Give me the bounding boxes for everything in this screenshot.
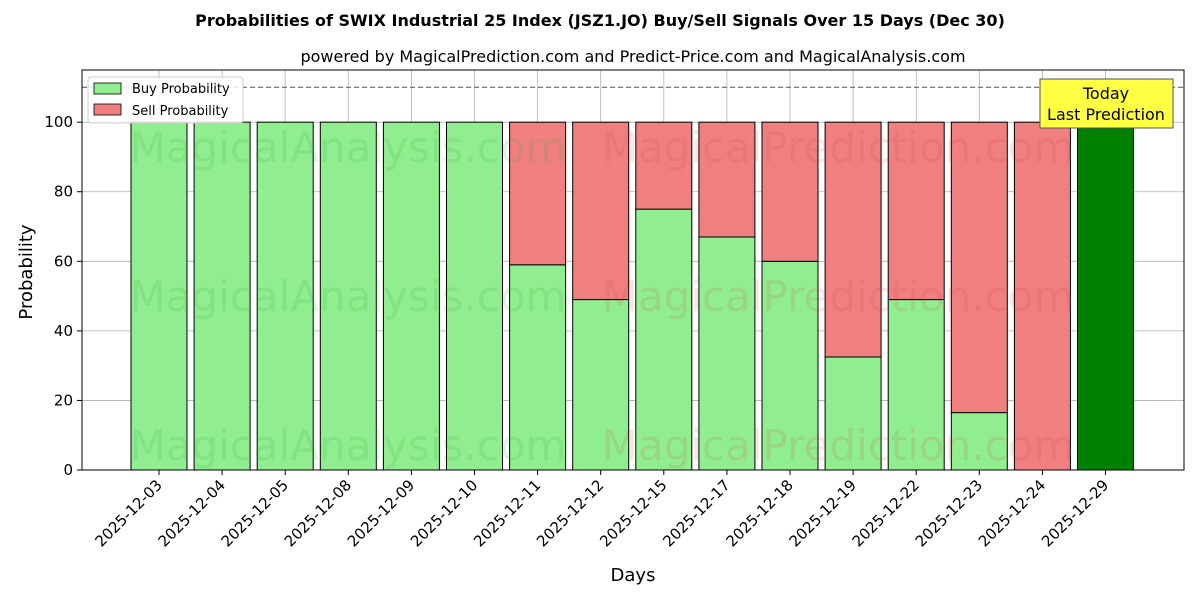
watermark-right: MagicalPrediction.com [602,272,1075,321]
chart-title: Probabilities of SWIX Industrial 25 Inde… [195,11,1005,30]
x-tick-label: 2025-12-22 [849,476,923,550]
legend: Buy Probability Sell Probability [87,76,244,124]
x-tick-label: 2025-12-05 [218,476,292,550]
buy-bar [446,121,503,471]
y-tick-label: 100 [44,113,73,131]
buy-bar [824,356,882,471]
sell-bar [950,121,1008,414]
y-axis: 0 20 40 60 80 100 [44,113,82,479]
legend-swatch-sell [93,103,122,116]
sell-bar [761,121,819,262]
plot-frame [81,69,1185,471]
buy-bar [1077,121,1134,471]
y-tick-label: 20 [54,391,73,409]
x-tick-label: 2025-12-23 [912,476,986,550]
x-tick-label: 2025-12-17 [659,476,733,550]
sell-bar [824,121,882,358]
sell-bar [887,121,945,301]
y-tick-label: 40 [54,322,73,340]
buy-bar [635,208,693,471]
sell-bar [509,121,567,266]
legend-box [87,76,244,124]
y-tick-label: 60 [54,252,73,270]
x-tick-label: 2025-12-11 [470,476,544,550]
x-tick-label: 2025-12-08 [281,476,355,550]
legend-label-buy: Buy Probability [132,82,230,97]
y-tick-label: 0 [63,461,73,479]
watermark-left: MagicalAnalysis.com [130,272,567,321]
legend-swatch-buy [93,82,122,95]
annotation-line-1: Today [1082,84,1129,103]
annotation-line-2: Last Prediction [1047,105,1165,124]
y-axis-label: Probability [16,224,37,319]
buy-bar [382,121,440,471]
y-tick-label: 80 [54,183,73,201]
x-tick-label: 2025-12-19 [786,476,860,550]
watermark-right: MagicalPrediction.com [602,123,1075,172]
buy-bar [950,412,1008,471]
buy-bar [319,121,377,471]
legend-label-sell: Sell Probability [132,104,229,119]
watermark-right: MagicalPrediction.com [602,421,1075,470]
buy-bar [887,299,945,471]
watermark-left: MagicalAnalysis.com [130,421,567,470]
annotation-box [1039,78,1174,129]
x-tick-label: 2025-12-09 [344,476,418,550]
watermarks: MagicalAnalysis.com MagicalPrediction.com… [130,123,1075,470]
x-tick-label: 2025-12-12 [533,476,607,550]
x-axis: 2025-12-032025-12-042025-12-052025-12-08… [91,470,1112,550]
x-tick-label: 2025-12-15 [596,476,670,550]
sell-bar [1013,121,1071,471]
buy-bar [256,121,314,471]
sell-bar [698,121,756,238]
x-tick-label: 2025-12-18 [722,476,796,550]
buy-bar [572,299,630,471]
x-tick-label: 2025-12-03 [91,476,165,550]
today-annotation: Today Last Prediction [1039,78,1174,129]
x-tick-label: 2025-12-29 [1038,476,1112,550]
x-tick-label: 2025-12-04 [155,476,229,550]
chart-subtitle: powered by MagicalPrediction.com and Pre… [300,47,965,66]
watermark-left: MagicalAnalysis.com [130,123,567,172]
x-tick-label: 2025-12-24 [975,476,1049,550]
buy-bar [761,260,819,471]
buy-bar [698,236,756,471]
sell-bar [572,121,630,301]
buy-bar [509,264,567,471]
bars [130,121,1134,471]
sell-bar [635,121,693,210]
x-tick-label: 2025-12-10 [407,476,481,550]
x-axis-label: Days [611,565,656,586]
